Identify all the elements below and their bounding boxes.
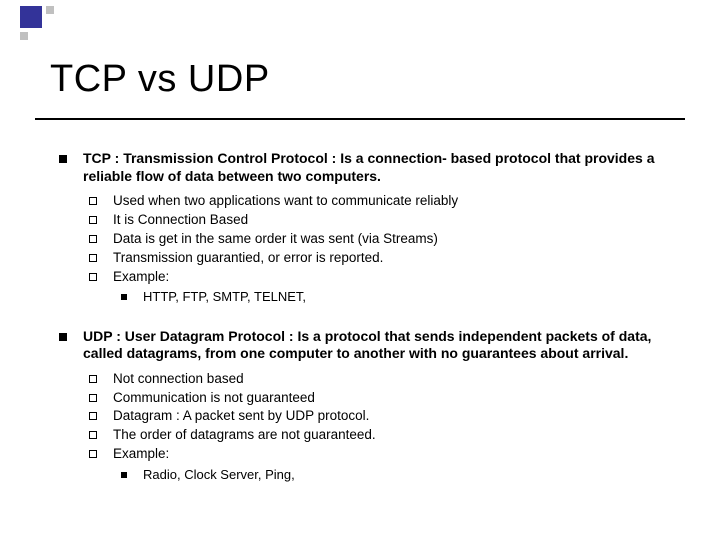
section-heading: TCP : Transmission Control Protocol : Is… [83,150,654,184]
accent-square-small-1 [46,6,54,14]
section-tcp: TCP : Transmission Control Protocol : Is… [55,150,680,306]
bullet-label: Example: [113,269,169,284]
bullet-item: Data is get in the same order it was sen… [83,231,680,248]
section-udp: UDP : User Datagram Protocol : Is a prot… [55,328,680,484]
bullet-item: Transmission guarantied, or error is rep… [83,250,680,267]
bullet-item: Not connection based [83,371,680,388]
section-heading: UDP : User Datagram Protocol : Is a prot… [83,328,651,362]
bullet-item: Example: HTTP, FTP, SMTP, TELNET, [83,269,680,306]
title-underline [35,118,685,120]
slide-title: TCP vs UDP [50,58,270,101]
bullet-item: Example: Radio, Clock Server, Ping, [83,446,680,483]
example-item: HTTP, FTP, SMTP, TELNET, [113,289,680,305]
bullet-item: Datagram : A packet sent by UDP protocol… [83,408,680,425]
bullet-item: It is Connection Based [83,212,680,229]
accent-square-large [20,6,42,28]
bullet-item: The order of datagrams are not guarantee… [83,427,680,444]
bullet-label: Example: [113,446,169,461]
example-item: Radio, Clock Server, Ping, [113,467,680,483]
accent-square-small-2 [20,32,28,40]
bullet-item: Communication is not guaranteed [83,390,680,407]
slide: TCP vs UDP TCP : Transmission Control Pr… [0,0,720,540]
bullet-item: Used when two applications want to commu… [83,193,680,210]
slide-body: TCP : Transmission Control Protocol : Is… [55,150,680,505]
